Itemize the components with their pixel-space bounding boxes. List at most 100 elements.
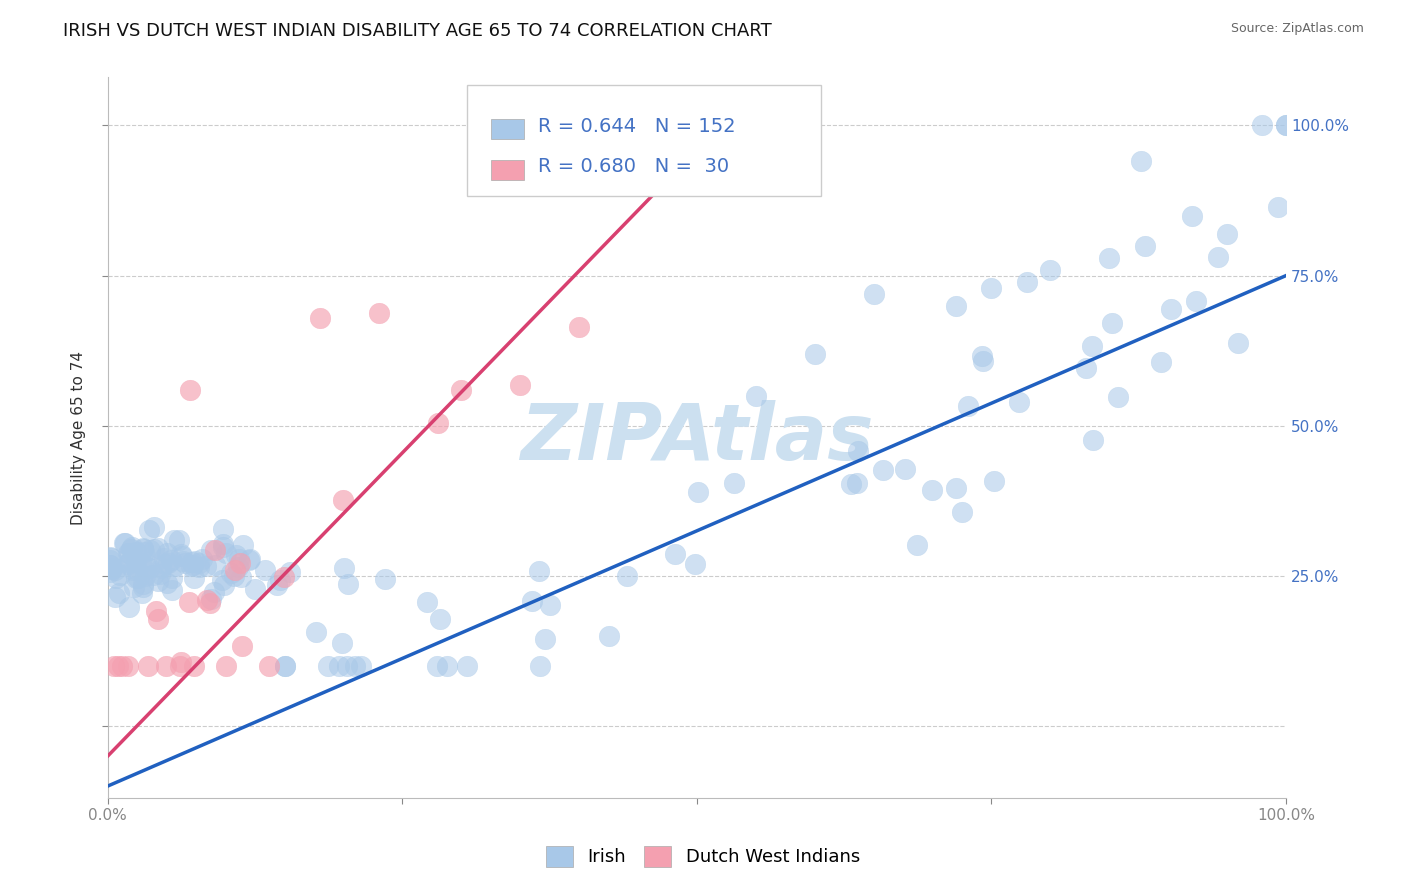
Point: [228, 560, 250, 574]
Point: [972, 349, 994, 363]
Point: [538, 598, 561, 612]
Point: [212, 537, 235, 551]
Point: [219, 566, 242, 581]
Point: [127, 570, 149, 584]
Point: [188, 556, 211, 570]
Point: [273, 659, 295, 673]
Point: [111, 659, 134, 673]
Point: [180, 555, 202, 569]
Point: [429, 612, 451, 626]
Point: [202, 584, 225, 599]
Point: [204, 543, 226, 558]
Point: [195, 593, 218, 607]
Point: [135, 561, 157, 575]
FancyBboxPatch shape: [491, 160, 523, 180]
Point: [426, 659, 449, 673]
Point: [98, 553, 121, 567]
Point: [1226, 335, 1249, 350]
Point: [114, 536, 136, 550]
Point: [170, 547, 193, 561]
Point: [224, 568, 246, 582]
Point: [316, 659, 339, 673]
Point: [117, 555, 139, 569]
Point: [269, 574, 291, 588]
Point: [683, 558, 706, 572]
Point: [215, 546, 238, 560]
Point: [1275, 119, 1298, 133]
Point: [745, 389, 768, 403]
Point: [134, 569, 156, 583]
Point: [509, 378, 531, 392]
Point: [143, 520, 166, 534]
FancyBboxPatch shape: [467, 85, 821, 196]
Point: [839, 476, 862, 491]
Point: [104, 591, 127, 605]
Point: [170, 549, 193, 563]
Point: [1275, 119, 1298, 133]
Point: [165, 559, 187, 574]
Point: [1039, 262, 1062, 277]
Point: [921, 483, 943, 498]
Point: [945, 299, 967, 313]
Point: [125, 555, 148, 569]
Point: [181, 558, 204, 573]
Text: R = 0.680   N =  30: R = 0.680 N = 30: [538, 157, 728, 177]
Point: [174, 556, 197, 570]
Point: [980, 280, 1002, 294]
Point: [274, 659, 297, 673]
Point: [803, 347, 825, 361]
Point: [305, 625, 328, 640]
Point: [108, 586, 131, 600]
Point: [211, 573, 233, 587]
Point: [167, 533, 190, 547]
Point: [148, 612, 170, 626]
Point: [138, 523, 160, 537]
Point: [335, 659, 357, 673]
Point: [416, 595, 439, 609]
Point: [142, 568, 165, 582]
Point: [527, 564, 550, 578]
Text: IRISH VS DUTCH WEST INDIAN DISABILITY AGE 65 TO 74 CORRELATION CHART: IRISH VS DUTCH WEST INDIAN DISABILITY AG…: [63, 22, 772, 40]
Point: [257, 659, 280, 673]
Point: [104, 571, 127, 585]
Point: [132, 542, 155, 557]
Point: [1181, 209, 1204, 223]
Point: [278, 566, 301, 580]
Point: [332, 493, 354, 508]
Point: [983, 474, 1005, 488]
Point: [98, 566, 121, 580]
Point: [1251, 119, 1274, 133]
Point: [122, 580, 145, 594]
Point: [159, 553, 181, 567]
Point: [118, 599, 141, 614]
Point: [183, 659, 205, 673]
Point: [254, 563, 277, 577]
Point: [212, 522, 235, 536]
Point: [862, 286, 884, 301]
Point: [229, 569, 252, 583]
Point: [198, 596, 221, 610]
Point: [139, 542, 162, 557]
Point: [238, 553, 260, 567]
Point: [534, 632, 557, 646]
Point: [328, 659, 350, 673]
Point: [180, 559, 202, 574]
Point: [160, 571, 183, 585]
Point: [1081, 339, 1104, 353]
Point: [450, 383, 472, 397]
Point: [108, 567, 131, 582]
Point: [1160, 302, 1182, 317]
Point: [1216, 227, 1239, 241]
Point: [163, 533, 186, 547]
Point: [179, 383, 201, 397]
Point: [142, 541, 165, 556]
Point: [350, 659, 373, 673]
Point: [169, 659, 191, 673]
Point: [184, 553, 207, 567]
Point: [187, 560, 209, 574]
Point: [170, 655, 193, 669]
Point: [155, 659, 177, 673]
Point: [132, 577, 155, 591]
Point: [200, 592, 222, 607]
Point: [121, 540, 143, 554]
